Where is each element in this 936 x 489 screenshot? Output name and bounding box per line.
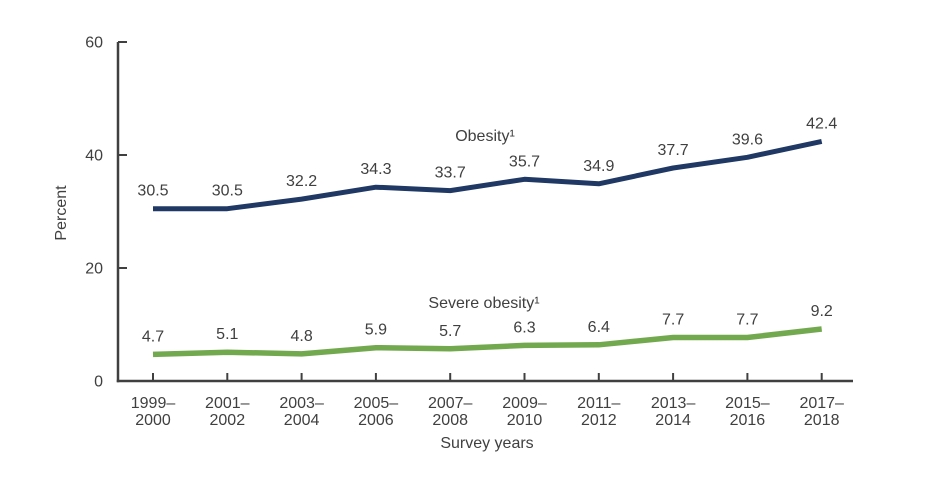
data-labels-layer: 30.5 30.5 32.2 34.3 33.7 35.7 34.9 37.7 39.6 42.4… xyxy=(137,115,837,345)
x-tick-label-line1: 2007– xyxy=(428,395,473,412)
x-tick-label-line1: 2001– xyxy=(205,395,250,412)
x-tick-label-line1: 2009– xyxy=(502,395,547,412)
x-tick-label-line1: 2003– xyxy=(279,395,324,412)
y-tick-label: 60 xyxy=(85,35,103,52)
y-axis-title: Percent xyxy=(53,185,70,241)
severe-obesity-data-label: 7.7 xyxy=(662,311,684,328)
y-tick-label: 0 xyxy=(94,374,103,391)
obesity-data-label: 33.7 xyxy=(435,165,466,182)
x-tick-label-line1: 2017– xyxy=(799,395,844,412)
severe-obesity-data-label: 5.7 xyxy=(439,323,461,340)
x-tick-label-line1: 2011– xyxy=(577,395,620,412)
severe-obesity-data-label: 6.4 xyxy=(588,319,610,336)
series-label-severe-obesity: Severe obesity¹ xyxy=(428,295,539,312)
obesity-data-label: 37.7 xyxy=(658,142,689,159)
severe-obesity-data-label: 5.9 xyxy=(365,322,387,339)
obesity-data-label: 30.5 xyxy=(212,183,243,200)
x-axis-title: Survey years xyxy=(440,435,533,452)
severe-obesity-data-label: 4.8 xyxy=(290,328,312,345)
series-lines-layer xyxy=(152,138,823,358)
x-tick-label-line2: 2002 xyxy=(210,412,246,429)
x-tick-label-line1: 2005– xyxy=(354,395,399,412)
axes-layer: 02040601999–20002001–20022003–20042005–2… xyxy=(85,35,853,429)
x-tick-label-line1: 2013– xyxy=(651,395,696,412)
x-tick-label-line2: 2010 xyxy=(507,412,543,429)
x-tick-label-line1: 1999– xyxy=(131,395,176,412)
x-tick-label-line2: 2014 xyxy=(655,412,691,429)
y-tick-label: 40 xyxy=(85,148,103,165)
x-tick-label-line2: 2000 xyxy=(135,412,171,429)
x-tick-label-line1: 2015– xyxy=(725,395,770,412)
obesity-data-label: 34.9 xyxy=(583,158,614,175)
obesity-line xyxy=(153,138,823,212)
severe-obesity-data-label: 4.7 xyxy=(142,328,164,345)
severe-obesity-data-label: 9.2 xyxy=(811,303,833,320)
x-tick-label-line2: 2012 xyxy=(581,412,617,429)
x-tick-label-line2: 2006 xyxy=(358,412,394,429)
x-tick-label-line2: 2018 xyxy=(804,412,840,429)
obesity-data-label: 34.3 xyxy=(360,161,391,178)
x-tick-label-line2: 2016 xyxy=(730,412,766,429)
obesity-data-label: 32.2 xyxy=(286,173,317,190)
severe-obesity-data-label: 7.7 xyxy=(736,311,758,328)
severe-obesity-data-label: 6.3 xyxy=(513,319,535,336)
obesity-data-label: 30.5 xyxy=(137,183,168,200)
obesity-data-label: 42.4 xyxy=(806,115,837,132)
x-tick-label-line2: 2004 xyxy=(284,412,320,429)
y-tick-label: 20 xyxy=(85,261,103,278)
severe-obesity-line xyxy=(152,326,823,358)
series-label-obesity: Obesity¹ xyxy=(455,128,515,145)
severe-obesity-data-label: 5.1 xyxy=(216,326,238,343)
x-tick-label-line2: 2008 xyxy=(432,412,468,429)
obesity-data-label: 35.7 xyxy=(509,153,540,170)
obesity-data-label: 39.6 xyxy=(732,131,763,148)
